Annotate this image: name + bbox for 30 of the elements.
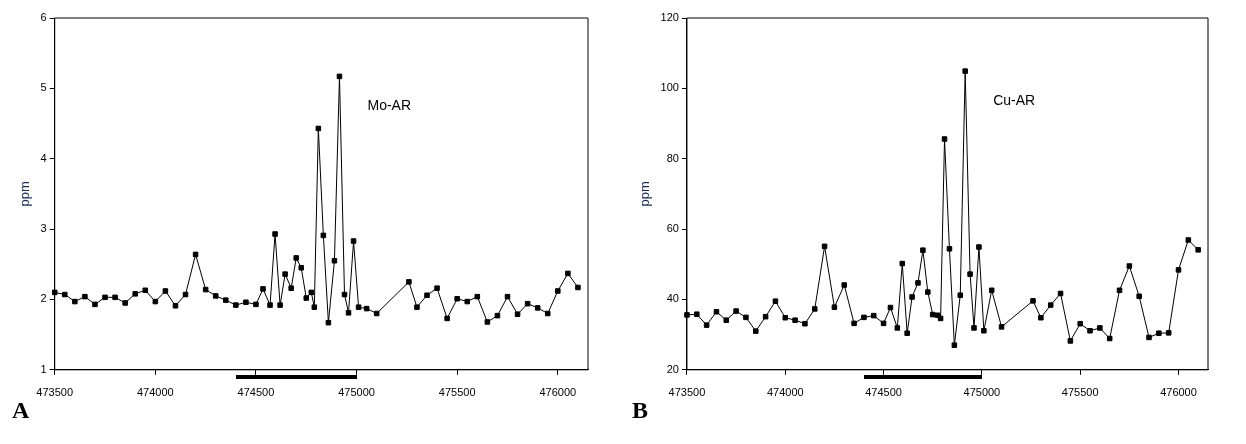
y-tick-label: 60	[666, 222, 679, 235]
x-tick-label: 474500	[865, 386, 902, 399]
x-tick-label: 473500	[36, 386, 74, 399]
y-tick-label: 6	[40, 11, 47, 24]
x-tick-label: 476000	[539, 386, 577, 399]
y-tick-label: 20	[666, 362, 679, 375]
y-tick-label: 3	[40, 222, 47, 235]
x-tick-label: 474000	[766, 386, 804, 399]
x-tick-label: 476000	[1160, 386, 1197, 399]
x-tick-label: 474500	[237, 386, 275, 399]
y-tick-label: 100	[660, 81, 679, 94]
y-tick-label: 2	[40, 292, 47, 305]
text: B	[632, 397, 649, 424]
x-tick-label: 475000	[963, 386, 1001, 399]
y-tick-label: 1	[40, 362, 47, 375]
y-tick-label: 5	[40, 81, 47, 94]
x-tick-label: 475000	[338, 386, 375, 399]
series-label: Mo-AR	[367, 97, 412, 114]
y-axis-title: ppm	[17, 181, 33, 207]
y-tick-label: 120	[660, 11, 679, 24]
x-tick-label: 475500	[1061, 386, 1099, 399]
x-tick-label: 475500	[438, 386, 476, 399]
y-tick-label: 80	[666, 151, 679, 164]
x-tick-label: 474000	[136, 386, 174, 399]
y-tick-label: 40	[666, 292, 679, 305]
y-tick-label: 4	[40, 151, 47, 164]
series-label: Cu-AR	[993, 91, 1036, 108]
x-tick-label: 473500	[668, 386, 706, 399]
y-axis-title: ppm	[637, 181, 653, 207]
text: A	[12, 397, 30, 424]
